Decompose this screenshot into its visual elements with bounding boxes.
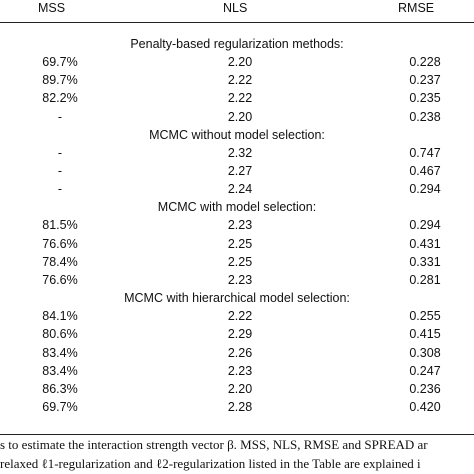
table-row: 84.1% 2.22 0.255	[0, 308, 474, 326]
mss-cell: -	[57, 109, 63, 124]
table-row: 80.6% 2.29 0.415	[0, 326, 474, 344]
rmse-cell: 0.247	[409, 363, 441, 378]
header-rule	[0, 22, 474, 23]
table-caption-line-1: s to estimate the interaction strength v…	[0, 437, 428, 452]
rmse-cell: 0.467	[409, 164, 441, 178]
rmse-cell: 0.747	[409, 145, 441, 160]
nls-cell: 2.20	[227, 55, 253, 69]
rmse-cell: 0.294	[409, 182, 441, 197]
nls-cell: 2.23	[227, 218, 253, 233]
section-title: MCMC without model selection:	[149, 127, 325, 142]
rmse-cell: 0.415	[409, 327, 441, 342]
rmse-cell: 0.238	[409, 109, 441, 124]
bottom-rule	[0, 434, 474, 435]
nls-cell: 2.22	[227, 309, 253, 324]
section-title: Penalty-based regularization methods:	[130, 37, 344, 51]
rmse-cell: 0.255	[409, 309, 441, 324]
section-title: MCMC with hierarchical model selection:	[124, 291, 350, 306]
table-row: 69.7% 2.20 0.228	[0, 54, 474, 72]
table-caption-line-2: relaxed ℓ1-regularization and ℓ2-regular…	[0, 456, 421, 471]
column-header-nls: NLS	[223, 1, 248, 15]
mss-cell: 80.6%	[42, 327, 78, 342]
nls-cell: 2.28	[227, 400, 253, 415]
mss-cell: 78.4%	[42, 254, 78, 269]
nls-cell: 2.22	[227, 91, 253, 106]
nls-cell: 2.20	[227, 382, 253, 396]
table-row: - 2.32 0.747	[0, 145, 474, 163]
section-title: MCMC with model selection:	[157, 200, 317, 215]
rmse-cell: 0.294	[409, 218, 441, 233]
rmse-cell: 0.420	[409, 400, 441, 415]
mss-cell: -	[57, 145, 63, 160]
mss-cell: 69.7%	[42, 400, 78, 415]
mss-cell: 76.6%	[42, 236, 78, 251]
rmse-cell: 0.431	[409, 236, 441, 251]
table-row: 76.6% 2.23 0.281	[0, 272, 474, 290]
mss-cell: 86.3%	[42, 382, 78, 396]
nls-cell: 2.29	[227, 327, 253, 342]
mss-cell: 69.7%	[42, 55, 78, 69]
table-row: 78.4% 2.25 0.331	[0, 254, 474, 272]
mss-cell: 81.5%	[42, 218, 78, 233]
table-row: - 2.27 0.467	[0, 163, 474, 181]
table-header: MSS NLS RMSE	[0, 0, 474, 22]
rmse-cell: 0.308	[409, 345, 441, 360]
mss-cell: 89.7%	[42, 73, 78, 88]
rmse-cell: 0.331	[409, 254, 441, 269]
table-row: 69.7% 2.28 0.420	[0, 399, 474, 417]
nls-cell: 2.27	[227, 164, 253, 178]
rmse-cell: 0.236	[409, 382, 441, 396]
mss-cell: 83.4%	[42, 363, 78, 378]
nls-cell: 2.26	[227, 345, 253, 360]
nls-cell: 2.23	[227, 273, 253, 287]
rmse-cell: 0.237	[409, 73, 441, 88]
table-row: - 2.20 0.238	[0, 109, 474, 127]
rmse-cell: 0.235	[409, 91, 441, 106]
table-row: 82.2% 2.22 0.235	[0, 90, 474, 108]
mss-cell: -	[57, 164, 63, 178]
nls-cell: 2.23	[227, 363, 253, 378]
nls-cell: 2.22	[227, 73, 253, 88]
table-row: 76.6% 2.25 0.431	[0, 236, 474, 254]
table-row: 83.4% 2.23 0.247	[0, 363, 474, 381]
mss-cell: 83.4%	[42, 345, 78, 360]
nls-cell: 2.20	[227, 109, 253, 124]
nls-cell: 2.25	[227, 254, 253, 269]
table-row: 83.4% 2.26 0.308	[0, 345, 474, 363]
table-row: 86.3% 2.20 0.236	[0, 381, 474, 399]
mss-cell: 76.6%	[42, 273, 78, 287]
rmse-cell: 0.228	[409, 55, 441, 69]
mss-cell: -	[57, 182, 63, 197]
mss-cell: 84.1%	[42, 309, 78, 324]
nls-cell: 2.32	[227, 145, 253, 160]
column-header-rmse: RMSE	[398, 1, 435, 15]
nls-cell: 2.25	[227, 236, 253, 251]
table-row: - 2.24 0.294	[0, 181, 474, 199]
nls-cell: 2.24	[227, 182, 253, 197]
column-header-mss: MSS	[38, 1, 66, 15]
rmse-cell: 0.281	[409, 273, 441, 287]
table-row: 89.7% 2.22 0.237	[0, 72, 474, 90]
mss-cell: 82.2%	[42, 91, 78, 106]
table-row: 81.5% 2.23 0.294	[0, 217, 474, 235]
